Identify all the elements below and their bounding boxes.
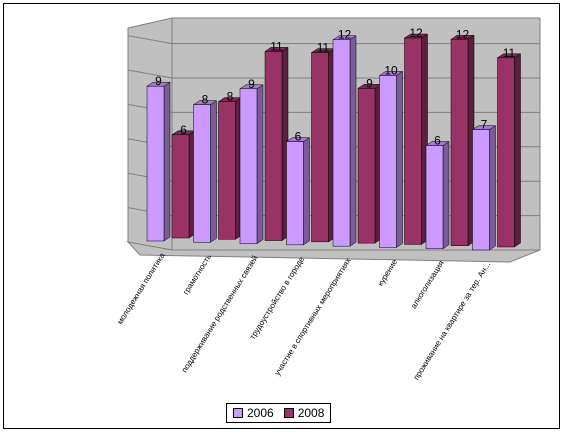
category-label: трудоустройство в городе [248,255,307,341]
bar-side [303,137,310,246]
category-label: грамотность [181,253,213,297]
floor [126,241,541,263]
data-label: 11 [317,41,330,55]
bar-2008-3 [264,51,283,241]
category-label: курение [376,257,400,287]
category-label: алкоголизация [409,259,446,310]
legend: 2006 2008 [226,403,332,423]
data-label: 11 [270,39,283,53]
legend-swatch-2006 [233,408,243,418]
legend-label-2008: 2008 [297,406,325,420]
bar-side [210,100,217,243]
legend-label-2006: 2006 [247,406,274,420]
data-label: 9 [155,74,162,88]
bar-2006-7 [425,145,444,249]
bar-2008-6 [404,37,422,245]
bar-side [163,81,171,242]
bar-2006-8 [472,129,490,251]
category-label: молодежная политика [115,251,167,326]
bar-2006-1 [146,85,165,242]
bar-2006-4 [286,141,304,246]
data-label: 7 [481,118,488,132]
bar-2008-7 [450,39,469,246]
data-label: 8 [202,93,209,107]
bar-side [514,53,521,248]
legend-item-2008: 2008 [283,406,325,420]
data-label: 12 [409,26,423,40]
category-label: поддерживание родственных связей [180,254,260,374]
legend-item-2006: 2006 [233,406,274,420]
data-label: 6 [434,134,441,148]
data-label: 9 [366,76,373,90]
bar-2006-6 [379,75,397,248]
bar-side [489,125,496,251]
bar-2006-5 [332,39,351,247]
data-label: 6 [295,130,302,144]
category-label: участие в спортивных мероприятиях [273,256,353,377]
legend-swatch-2008 [283,408,294,418]
bar-side [256,84,264,245]
data-label: 12 [338,28,352,42]
data-label: 6 [180,123,187,137]
category-label: проживание на квартире за тер. Ан... [412,260,493,381]
bar-side [442,141,450,250]
bar-side [396,70,403,248]
data-label: 12 [456,27,470,41]
data-label: 8 [227,90,234,104]
bar-2008-2 [218,101,236,240]
bar-2006-2 [193,104,211,243]
bar-side [349,35,357,247]
bar-2006-3 [239,88,258,244]
bar-2008-5 [357,88,376,244]
bar-2008-8 [497,57,515,248]
data-label: 10 [384,63,398,77]
data-label: 9 [248,77,255,91]
data-label: 11 [503,46,516,60]
bar-2008-1 [171,134,190,239]
bar-2008-4 [311,52,329,243]
